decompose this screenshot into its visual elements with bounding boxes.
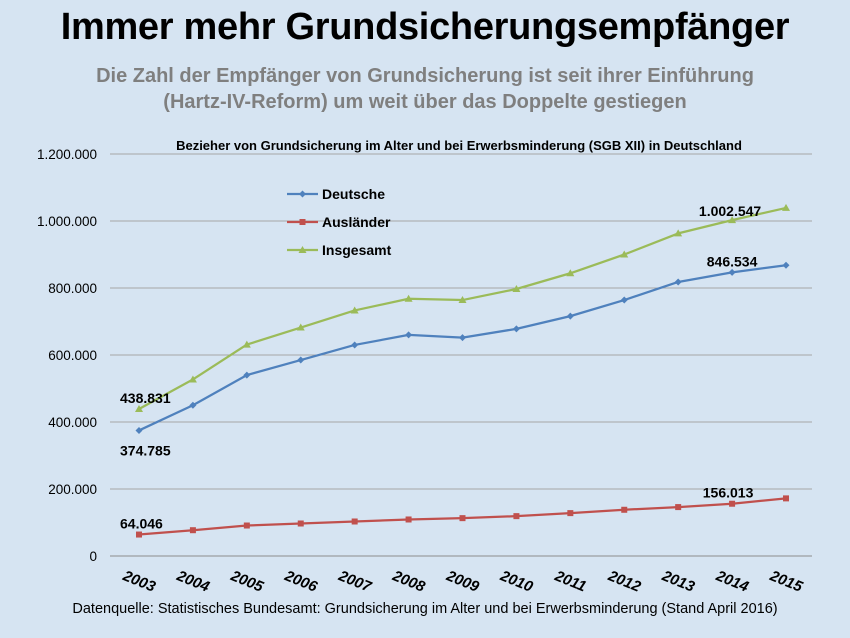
x-axis: 2003 2004 2005 2006 2007 2008 2009 2010 2011 2012… [120, 567, 806, 596]
series-line-deutsche [138, 264, 787, 432]
data-point [188, 375, 197, 383]
x-tick-label: 2004 [174, 567, 213, 596]
data-point [297, 356, 305, 364]
data-point [243, 371, 251, 379]
legend-entry: Deutsche [322, 186, 385, 202]
data-point [459, 334, 466, 342]
data-point [405, 331, 413, 339]
chart-title: Bezieher von Grundsicherung im Alter und… [176, 138, 742, 153]
x-tick-label: 2009 [443, 567, 482, 596]
data-point [512, 325, 520, 333]
data-point [566, 312, 574, 320]
y-tick-label: 1.200.000 [37, 147, 97, 162]
y-tick-label: 1.000.000 [37, 214, 97, 229]
series-line-insgesamt [138, 206, 787, 410]
data-point [674, 229, 683, 237]
data-point [405, 516, 412, 523]
legend-marker [299, 190, 306, 198]
data-point [512, 285, 521, 293]
x-tick-label: 2005 [227, 567, 266, 596]
data-point [783, 495, 789, 502]
y-tick-label: 600.000 [48, 348, 97, 363]
data-point [729, 500, 736, 507]
data-point [351, 518, 358, 525]
legend-marker [299, 219, 306, 225]
x-tick-label: 2015 [767, 567, 806, 596]
x-tick-label: 2007 [335, 567, 374, 596]
x-tick-label: 2006 [281, 567, 320, 596]
x-tick-label: 2011 [551, 567, 588, 595]
chart-legend: Deutsche Ausländer Insgesamt [287, 186, 392, 258]
data-point [621, 506, 628, 513]
data-point [567, 510, 574, 517]
chart-annotations: 438.831 374.785 64.046 1.002.547 846.534 156.… [120, 203, 761, 531]
data-point [135, 426, 143, 434]
y-tick-label: 800.000 [48, 281, 97, 296]
data-point [297, 520, 304, 527]
y-tick-label: 0 [89, 549, 97, 564]
data-point [620, 250, 629, 258]
legend-entry: Ausländer [322, 214, 391, 230]
x-tick-label: 2014 [713, 567, 752, 596]
legend-entry: Insgesamt [322, 242, 392, 258]
data-point [513, 513, 520, 520]
data-point [135, 404, 143, 412]
y-tick-label: 200.000 [48, 482, 97, 497]
data-point [620, 296, 628, 304]
subtitle-line-1: Die Zahl der Empfänger von Grundsicherun… [96, 65, 754, 87]
data-label: 846.534 [707, 253, 758, 269]
data-point [782, 261, 790, 269]
x-tick-label: 2013 [659, 567, 698, 596]
data-point [404, 294, 413, 302]
data-point [296, 323, 305, 331]
data-point [351, 341, 359, 349]
page-title: Immer mehr Grundsicherungsempfänger [60, 6, 790, 48]
data-point [189, 527, 196, 534]
subtitle-line-2: (Hartz-IV-Reform) um weit über das Doppe… [163, 91, 687, 113]
data-point [242, 340, 251, 348]
data-point [566, 269, 575, 277]
chart-series [135, 203, 790, 538]
data-label: 64.046 [120, 516, 163, 532]
page-subtitle: Die Zahl der Empfänger von Grundsicherun… [0, 63, 850, 115]
data-label: 1.002.547 [699, 203, 761, 219]
data-source-note: Datenquelle: Statistisches Bundesamt: Gr… [72, 601, 778, 617]
x-tick-label: 2003 [120, 567, 159, 596]
data-point [728, 268, 736, 276]
data-point [459, 515, 466, 522]
data-point [675, 504, 682, 511]
x-tick-label: 2012 [605, 567, 644, 596]
data-point [674, 278, 682, 286]
x-tick-label: 2008 [389, 567, 428, 596]
data-point [189, 401, 197, 409]
y-tick-label: 400.000 [48, 415, 97, 430]
x-tick-label: 2010 [497, 567, 536, 596]
data-point [350, 306, 359, 314]
data-point [243, 522, 250, 529]
y-axis: 0 200.000 400.000 600.000 800.000 1.000.000 1.… [37, 147, 97, 564]
data-point [136, 531, 142, 538]
legend-marker [298, 246, 307, 253]
data-label: 438.831 [120, 390, 171, 406]
chart-gridlines [110, 153, 812, 557]
line-chart: Bezieher von Grundsicherung im Alter und… [37, 138, 812, 596]
data-point [728, 216, 737, 224]
data-point [458, 296, 467, 304]
data-point [782, 203, 790, 211]
data-label: 374.785 [120, 442, 171, 458]
data-label: 156.013 [703, 485, 754, 501]
